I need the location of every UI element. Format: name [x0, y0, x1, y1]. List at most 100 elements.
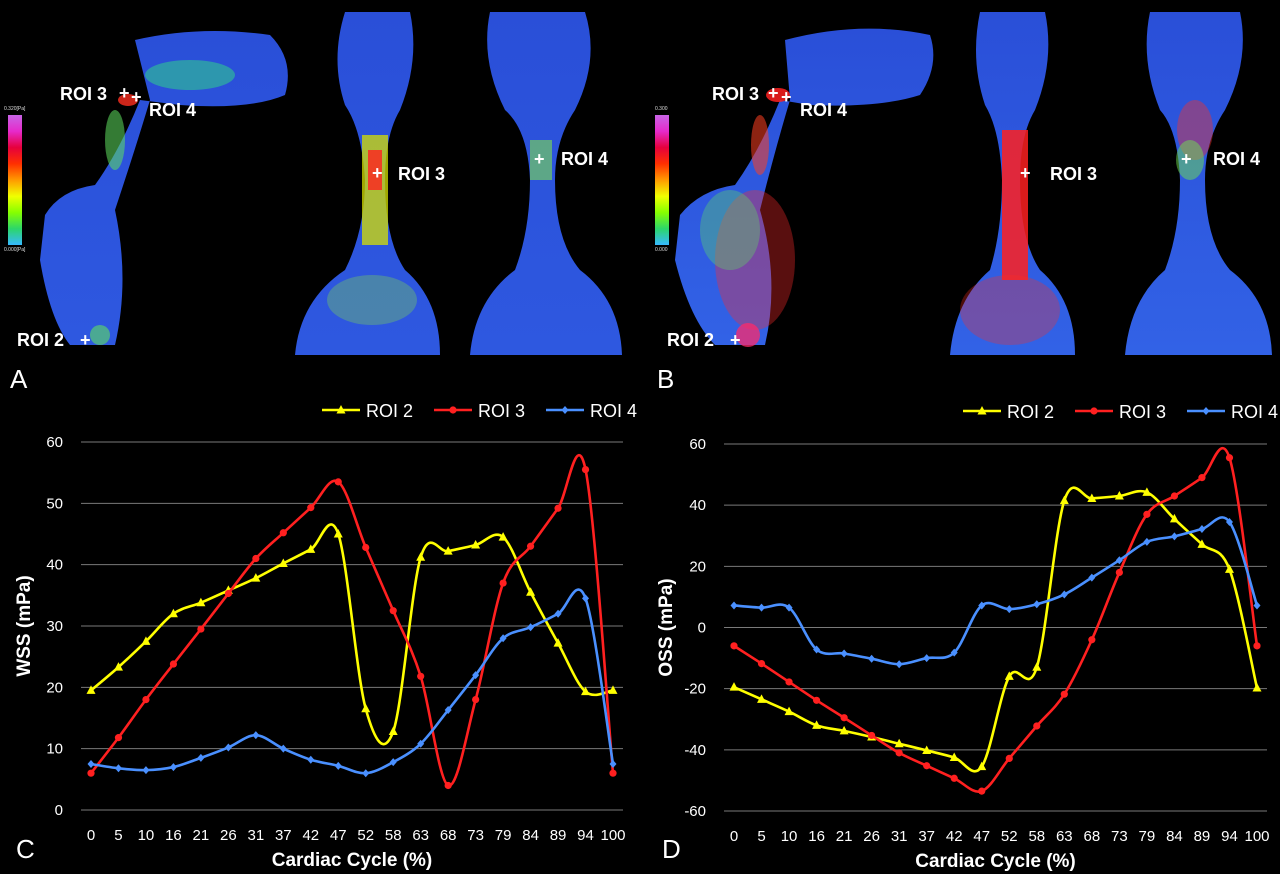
panel-a-roi3-left-label: ROI 3	[60, 84, 108, 104]
chart-d-series-0-point	[1169, 513, 1179, 523]
chart-c-series-2-point	[224, 743, 232, 752]
chart-d-series-2-point	[758, 603, 766, 612]
chart-c-series-2-point	[142, 766, 150, 775]
chart-c-xtick-label: 52	[357, 827, 374, 844]
chart-c-series-0-point	[608, 685, 618, 694]
panel-a-colorbar-max: 0.320[Pa]	[4, 106, 26, 112]
chart-d-series-1-point	[1143, 510, 1151, 518]
chart-c-xtick-label: 0	[87, 827, 95, 844]
panel-a-letter: A	[10, 364, 28, 394]
chart-c-y-axis-label: WSS (mPa)	[14, 575, 35, 676]
chart-c-series-1-point	[554, 504, 562, 512]
chart-d-series-2-point	[1253, 601, 1261, 610]
chart-d-series-2-point	[1225, 517, 1233, 526]
chart-c-xtick-label: 42	[302, 827, 319, 844]
chart-d-xtick-label: 52	[1001, 828, 1018, 845]
chart-c-series-1-point	[417, 672, 425, 680]
chart-d-ytick-label: 40	[689, 497, 706, 514]
chart-d-ytick-label: 60	[689, 436, 706, 453]
chart-c-xtick-label: 73	[467, 827, 484, 844]
chart-c-series-1-point	[114, 734, 123, 742]
chart-c-series-2-point	[87, 760, 95, 768]
chart-d-oss: -60 -40 -20 0 20 40 60 0 5 10 16 21 26 31 37 42 47 52 58 63…	[656, 402, 1278, 872]
chart-d-xtick-label: 68	[1083, 828, 1100, 845]
chart-c-xtick-label: 16	[165, 827, 182, 844]
chart-c-xtick-label: 31	[247, 827, 264, 844]
chart-d-series-0-point	[977, 761, 987, 771]
chart-d-series-2-point	[950, 648, 958, 657]
panel-b-roi4-right-label: ROI 4	[1213, 149, 1261, 169]
chart-c-legend-label-2: ROI 4	[590, 401, 637, 421]
chart-d-series-2-point	[1198, 525, 1206, 534]
chart-c-series-0-point	[581, 686, 591, 696]
chart-d-series-2-point	[1088, 573, 1096, 582]
chart-c-series-2-point	[362, 769, 370, 778]
chart-d-xtick-label: 84	[1166, 828, 1183, 845]
chart-d-series-0-point	[1004, 671, 1014, 680]
chart-d-series-2-point	[1060, 590, 1068, 599]
chart-d-xtick-label: 37	[918, 828, 935, 845]
chart-d-series-1-point	[1033, 722, 1041, 730]
chart-c-xtick-label: 94	[577, 827, 594, 844]
chart-c-series-1-point	[169, 660, 178, 668]
chart-c-series-1-point	[526, 542, 535, 550]
chart-c-series-1-point	[224, 589, 232, 598]
chart-d-xtick-label: 10	[781, 828, 798, 845]
chart-d-series-2-point	[840, 649, 848, 658]
chart-d-x-axis-label: Cardiac Cycle (%)	[915, 851, 1076, 872]
chart-d-series-1-point	[1088, 636, 1096, 644]
panel-b-colorbar	[655, 115, 669, 245]
chart-d-series-1-point	[1005, 754, 1013, 762]
chart-c-series-0-point	[553, 638, 563, 647]
panel-b-roi3-mid-marker: +	[1020, 163, 1031, 183]
chart-c-xtick-label: 26	[220, 827, 237, 844]
chart-c-ytick-label: 30	[46, 618, 63, 635]
chart-d-legend-label-0: ROI 2	[1007, 402, 1054, 422]
chart-c-series-1-point	[389, 607, 397, 615]
panel-b-letter: B	[657, 364, 675, 394]
chart-c-series-0-point	[113, 662, 123, 671]
panel-d-letter: D	[662, 834, 681, 864]
chart-c-ytick-label: 10	[46, 741, 63, 758]
panel-b-roi2-marker: +	[730, 330, 741, 350]
chart-d-series-1-point	[895, 749, 903, 757]
chart-d-xtick-label: 21	[836, 828, 853, 845]
chart-d-series-1-point	[757, 659, 766, 668]
chart-c-series-1-point	[87, 769, 95, 777]
chart-d-series-1-point	[1198, 474, 1206, 482]
chart-c-xtick-label: 58	[385, 827, 402, 844]
panel-a-roi4-right-label: ROI 4	[561, 149, 609, 169]
chart-c-series-1-point	[307, 504, 315, 512]
chart-d-series-2-point	[1005, 605, 1013, 614]
chart-d-series-line-2	[733, 516, 1259, 666]
panel-b-colorbar-min: 0.000	[655, 247, 668, 253]
chart-c-series-1-point	[581, 466, 590, 474]
chart-d-legend-label-1: ROI 3	[1119, 402, 1166, 422]
chart-c-xtick-label: 68	[440, 827, 457, 844]
chart-d-series-1-point	[840, 714, 848, 722]
chart-c-series-line-1	[89, 453, 615, 787]
chart-d-xtick-label: 89	[1194, 828, 1211, 845]
panel-c-letter: C	[16, 834, 35, 864]
chart-d-series-1-point	[950, 774, 958, 782]
chart-c-series-2-point	[279, 744, 287, 753]
panel-a-roi2-marker: +	[80, 330, 91, 350]
chart-d-series-0-point	[1224, 564, 1234, 573]
chart-d-ytick-label: -60	[684, 803, 706, 820]
chart-c-xtick-label: 100	[600, 827, 625, 844]
chart-c-series-1-point	[142, 696, 150, 704]
chart-d-xtick-label: 31	[891, 828, 908, 845]
chart-d-series-1-point	[785, 678, 793, 686]
chart-d-series-0-point	[1059, 495, 1069, 505]
chart-d-series-1-point	[1225, 454, 1234, 462]
panel-a-roi3-left-marker: +	[119, 83, 130, 103]
chart-c-series-2-point	[307, 755, 315, 764]
chart-d-series-0-point	[784, 706, 794, 716]
chart-c-series-2-point	[554, 609, 562, 618]
chart-c-series-0-point	[471, 540, 481, 549]
chart-c-series-0-point	[333, 529, 343, 538]
panel-a-roi3-mid-marker: +	[372, 163, 383, 183]
chart-d-series-1-point	[978, 787, 986, 795]
chart-d-series-0-point	[922, 745, 932, 754]
chart-d-xtick-label: 42	[946, 828, 963, 845]
